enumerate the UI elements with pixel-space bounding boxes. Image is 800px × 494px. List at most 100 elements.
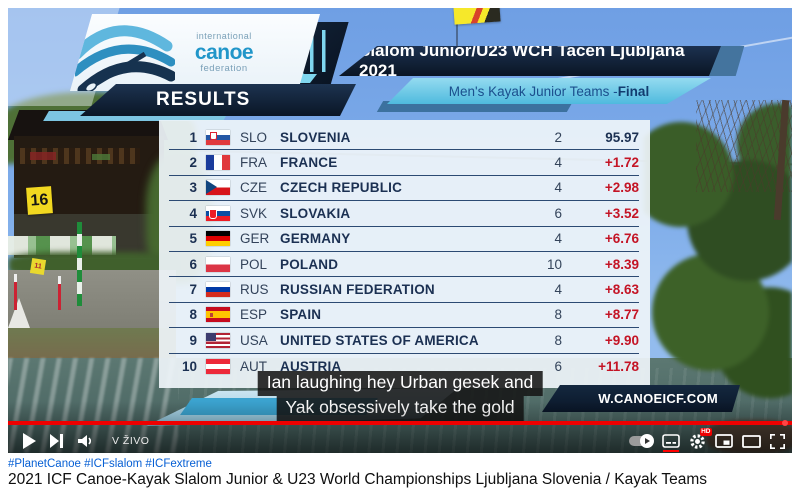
country-flag bbox=[206, 129, 230, 145]
table-row: 4 SVK SLOVAKIA 6 +3.52 bbox=[169, 201, 639, 227]
country-flag bbox=[206, 231, 230, 247]
penalties-cell: 8 bbox=[554, 332, 562, 348]
event-title: Slalom Junior/U23 WCH Tacen Ljubljana 20… bbox=[359, 41, 685, 80]
rank-cell: 2 bbox=[189, 155, 197, 171]
country-code-cell: RUS bbox=[240, 282, 269, 298]
red-pole bbox=[14, 274, 17, 310]
penalties-cell: 6 bbox=[554, 358, 562, 374]
gate-number-sign: 16 bbox=[26, 186, 53, 215]
progress-live-head[interactable] bbox=[782, 419, 788, 426]
progress-bar[interactable] bbox=[8, 421, 792, 425]
country-flag bbox=[206, 282, 230, 298]
logo-line3: federation bbox=[200, 63, 248, 74]
time-cell: +2.98 bbox=[604, 180, 639, 196]
video-title: 2021 ICF Canoe-Kayak Slalom Junior & U23… bbox=[8, 471, 708, 488]
rank-cell: 6 bbox=[189, 256, 197, 272]
country-name-cell: CZECH REPUBLIC bbox=[280, 180, 403, 196]
table-row: 10 AUT AUSTRIA 6 +11.78 bbox=[169, 354, 639, 379]
country-flag bbox=[206, 256, 230, 272]
player-controls-right: HD bbox=[629, 427, 785, 452]
balcony-banner bbox=[30, 152, 56, 160]
country-flag bbox=[206, 155, 230, 171]
results-table: 1 SLO SLOVENIA 2 95.97 2 FRA FRANCE 4 +1… bbox=[159, 120, 650, 388]
video-hashtags[interactable]: #PlanetCanoe #ICFslalom #ICFextreme bbox=[8, 458, 212, 470]
rank-cell: 8 bbox=[189, 307, 197, 323]
time-cell: +6.76 bbox=[604, 231, 639, 247]
penalties-cell: 10 bbox=[546, 256, 562, 272]
table-row: 1 SLO SLOVENIA 2 95.97 bbox=[169, 125, 639, 151]
time-cell: +3.52 bbox=[604, 205, 639, 221]
theater-mode-button[interactable] bbox=[742, 434, 761, 448]
slalom-gate-pole bbox=[77, 222, 82, 306]
time-cell: +8.77 bbox=[604, 307, 639, 323]
country-name-cell: RUSSIAN FEDERATION bbox=[280, 282, 435, 298]
country-name-cell: SLOVENIA bbox=[280, 129, 351, 145]
results-header-bar: RESULTS bbox=[80, 84, 356, 116]
country-flag bbox=[206, 307, 230, 323]
table-row: 8 ESP SPAIN 8 +8.77 bbox=[169, 303, 639, 329]
time-cell: +8.63 bbox=[604, 282, 639, 298]
table-row: 2 FRA FRANCE 4 +1.72 bbox=[169, 150, 639, 176]
icf-logo-text: international canoe federation bbox=[169, 31, 279, 74]
rank-cell: 7 bbox=[189, 282, 197, 298]
time-cell: 95.97 bbox=[605, 129, 639, 145]
country-code-cell: POL bbox=[240, 256, 268, 272]
penalties-cell: 6 bbox=[554, 205, 562, 221]
penalties-cell: 8 bbox=[554, 307, 562, 323]
event-subtitle: Men's Kayak Junior Teams - bbox=[448, 83, 618, 99]
table-row: 9 USA UNITED STATES OF AMERICA 8 +9.90 bbox=[169, 328, 639, 354]
volume-button[interactable] bbox=[77, 434, 94, 448]
gate-number-sign-small: 11 bbox=[29, 257, 47, 276]
fullscreen-button[interactable] bbox=[770, 433, 785, 449]
table-row: 7 RUS RUSSIAN FEDERATION 4 +8.63 bbox=[169, 277, 639, 303]
country-flag bbox=[206, 358, 230, 374]
video-player[interactable]: 16 11 bbox=[8, 8, 792, 453]
settings-button[interactable]: HD bbox=[689, 427, 712, 450]
wire bbox=[456, 8, 458, 54]
rank-cell: 4 bbox=[189, 205, 197, 221]
country-name-cell: SLOVAKIA bbox=[280, 205, 351, 221]
player-controls-left: V ŽIVO bbox=[22, 431, 149, 451]
autoplay-track bbox=[629, 434, 654, 448]
penalties-cell: 2 bbox=[554, 129, 562, 145]
rank-cell: 9 bbox=[189, 332, 197, 348]
rank-cell: 10 bbox=[181, 358, 197, 374]
penalties-cell: 4 bbox=[554, 231, 562, 247]
country-code-cell: AUT bbox=[240, 358, 267, 374]
event-subtitle-bar: Men's Kayak Junior Teams - Final bbox=[387, 78, 711, 104]
penalties-cell: 4 bbox=[554, 180, 562, 196]
autoplay-toggle[interactable] bbox=[629, 434, 654, 448]
hd-quality-badge: HD bbox=[699, 427, 712, 437]
table-row: 5 GER GERMANY 4 +6.76 bbox=[169, 227, 639, 252]
next-button[interactable] bbox=[50, 434, 63, 448]
concrete-wall bbox=[8, 270, 176, 334]
miniplayer-button[interactable] bbox=[715, 434, 733, 448]
live-badge[interactable]: V ŽIVO bbox=[112, 435, 150, 447]
play-button[interactable] bbox=[22, 433, 36, 449]
country-name-cell: SPAIN bbox=[280, 307, 322, 323]
icf-swirl-icon bbox=[75, 25, 175, 91]
autoplay-knob bbox=[640, 434, 654, 448]
caption-line-1: Ian laughing hey Urban gesek and bbox=[257, 371, 543, 396]
country-code-cell: SLO bbox=[240, 129, 268, 145]
country-name-cell: UNITED STATES OF AMERICA bbox=[280, 332, 479, 348]
time-cell: +1.72 bbox=[604, 155, 639, 171]
table-row: 6 POL POLAND 10 +8.39 bbox=[169, 252, 639, 278]
penalties-cell: 4 bbox=[554, 155, 562, 171]
country-code-cell: FRA bbox=[240, 155, 267, 171]
country-name-cell: GERMANY bbox=[280, 231, 351, 247]
rank-cell: 1 bbox=[189, 129, 197, 145]
time-cell: +9.90 bbox=[604, 332, 639, 348]
icf-logo-panel: international canoe federation bbox=[69, 14, 321, 91]
time-cell: +11.78 bbox=[598, 358, 639, 374]
balcony-plants bbox=[92, 154, 110, 160]
subtitles-button[interactable] bbox=[662, 434, 680, 452]
results-rows: 1 SLO SLOVENIA 2 95.97 2 FRA FRANCE 4 +1… bbox=[169, 125, 639, 379]
results-label: RESULTS bbox=[156, 89, 251, 110]
rank-cell: 3 bbox=[189, 180, 197, 196]
control-bar-shade bbox=[8, 401, 792, 453]
logo-line2: canoe bbox=[194, 41, 254, 64]
country-name-cell: FRANCE bbox=[280, 155, 338, 171]
event-subtitle-final: Final bbox=[617, 83, 650, 99]
